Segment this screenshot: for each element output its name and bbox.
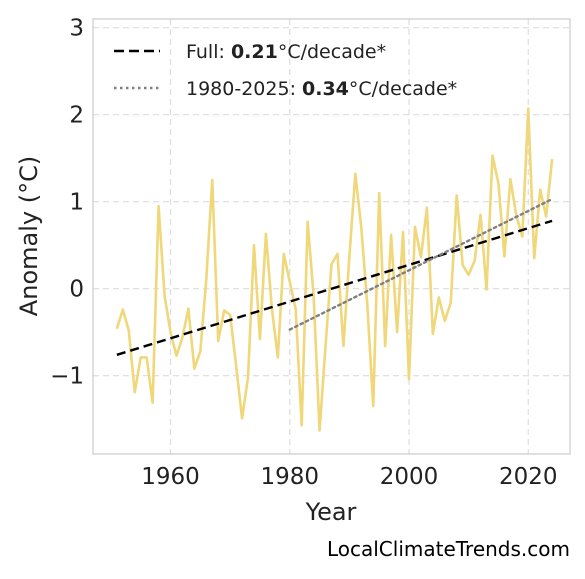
- legend-label-value: 0.21: [231, 41, 278, 63]
- legend-label: 1980-2025: 0.34°C/decade*: [186, 78, 457, 100]
- x-tick-label: 1960: [141, 464, 200, 490]
- y-tick-label: 2: [69, 103, 84, 129]
- recent-trend-line: [288, 197, 554, 331]
- plot-background: [93, 19, 570, 454]
- legend-label-suffix: °C/decade*: [349, 78, 457, 100]
- y-tick-labels: −1 0 1 2 3: [50, 16, 84, 390]
- x-axis-title: Year: [305, 498, 357, 526]
- y-tick-label: 3: [69, 16, 84, 42]
- legend-label-prefix: 1980-2025:: [186, 78, 302, 100]
- x-tick-label: 2000: [380, 464, 439, 490]
- full-trend-line: [116, 219, 553, 356]
- y-axis-title: Anomaly (°C): [15, 156, 43, 316]
- y-tick-label: 1: [69, 190, 84, 216]
- watermark-text: LocalClimateTrends.com: [326, 537, 570, 561]
- anomaly-line: [115, 107, 554, 432]
- legend-label-value: 0.34: [302, 78, 349, 100]
- plot-frame: [92, 18, 571, 455]
- y-tick-label: −1: [50, 364, 84, 390]
- legend: Full: 0.21°C/decade*1980-2025: 0.34°C/de…: [114, 41, 457, 100]
- y-tick-label: 0: [69, 277, 84, 303]
- legend-label-suffix: °C/decade*: [278, 41, 386, 63]
- x-tick-labels: 1960 1980 2000 2020: [141, 464, 557, 490]
- legend-label: Full: 0.21°C/decade*: [186, 41, 386, 63]
- x-tick-label: 1980: [260, 464, 319, 490]
- x-tick-label: 2020: [499, 464, 558, 490]
- legend-label-prefix: Full:: [186, 41, 231, 63]
- series-layer: [115, 107, 554, 432]
- grid-lines: [93, 19, 570, 454]
